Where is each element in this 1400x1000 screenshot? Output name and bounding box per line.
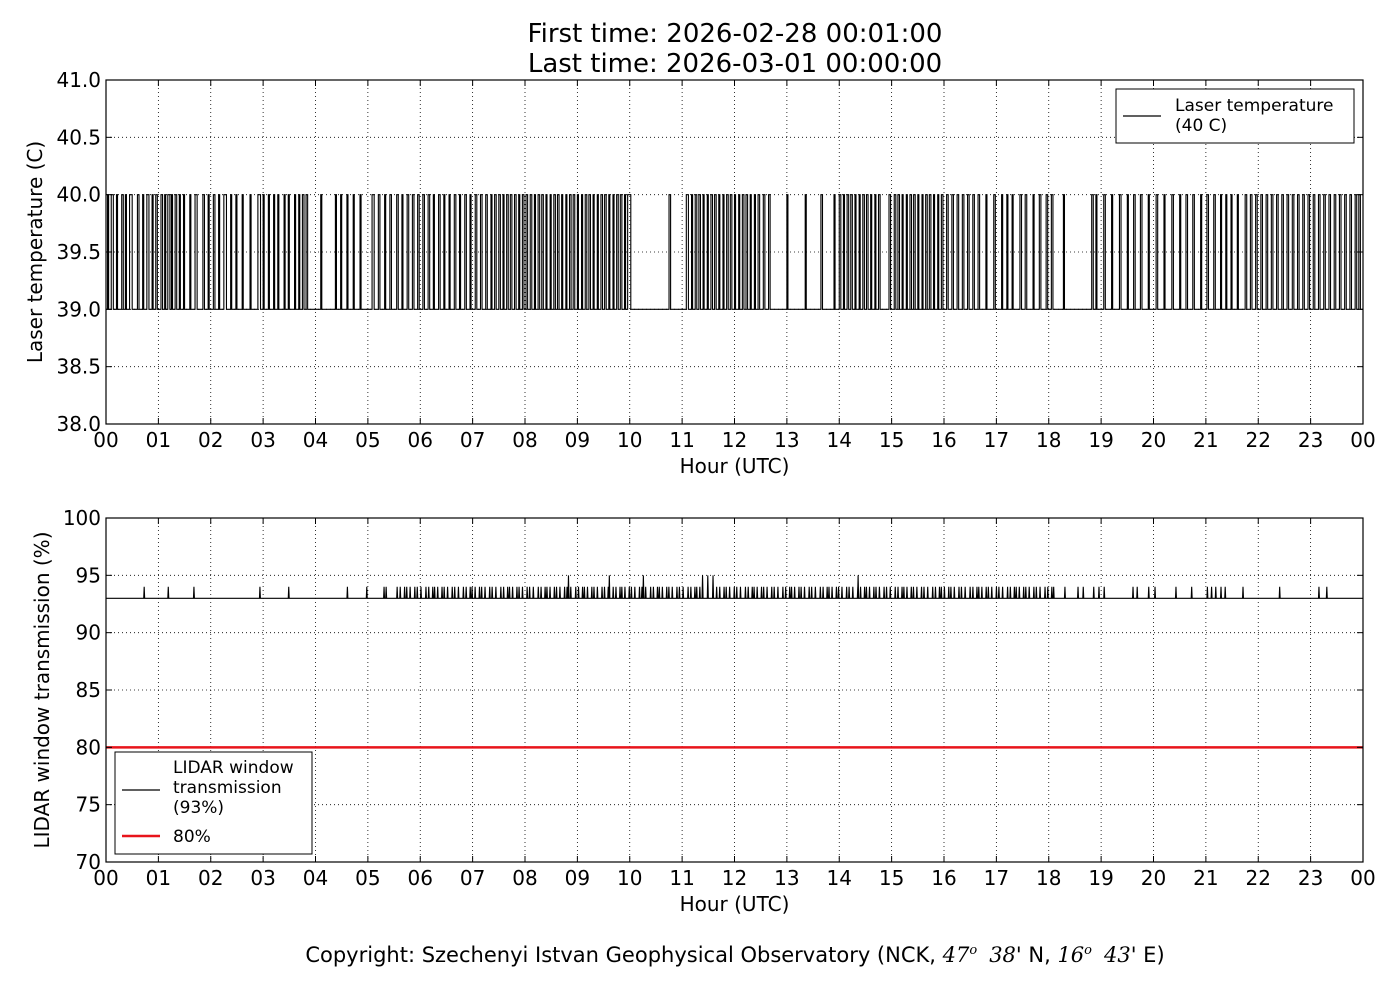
y-tick-label: 100 bbox=[63, 506, 101, 530]
x-tick-label: 10 bbox=[617, 428, 642, 452]
y-tick-label: 40.0 bbox=[56, 183, 101, 207]
x-tick-label: 12 bbox=[722, 866, 747, 890]
x-tick-label: 23 bbox=[1298, 866, 1323, 890]
x-tick-label: 17 bbox=[984, 866, 1009, 890]
latitude-degree-mark: o bbox=[969, 943, 978, 958]
x-tick-label: 07 bbox=[460, 866, 485, 890]
y-tick-label: 70 bbox=[76, 850, 101, 874]
x-tick-label: 06 bbox=[408, 428, 433, 452]
longitude-hemisphere: ' E) bbox=[1130, 943, 1165, 967]
copyright-footer: Copyright: Szechenyi Istvan Geophysical … bbox=[0, 938, 1400, 968]
y-tick-label: 95 bbox=[76, 563, 101, 587]
x-tick-label: 15 bbox=[879, 428, 904, 452]
x-tick-label: 16 bbox=[931, 866, 956, 890]
x-tick-label: 02 bbox=[198, 428, 223, 452]
x-tick-label: 23 bbox=[1298, 428, 1323, 452]
y-tick-label: 38.0 bbox=[56, 412, 101, 436]
latitude-degrees: 47 bbox=[942, 943, 970, 967]
x-tick-label: 17 bbox=[984, 428, 1009, 452]
x-tick-label: 21 bbox=[1193, 428, 1218, 452]
x-tick-label: 09 bbox=[565, 866, 590, 890]
longitude-minutes: 43 bbox=[1104, 943, 1131, 967]
x-tick-label: 08 bbox=[512, 428, 537, 452]
x-axis-label: Hour (UTC) bbox=[680, 892, 790, 916]
x-tick-label: 04 bbox=[303, 428, 328, 452]
legend-label-laser: Laser temperature bbox=[1175, 96, 1333, 116]
legend-label-lidar: transmission bbox=[173, 778, 282, 798]
x-tick-label: 08 bbox=[512, 866, 537, 890]
x-tick-label: 12 bbox=[722, 428, 747, 452]
legend-label-laser: (40 C) bbox=[1175, 116, 1227, 136]
longitude-degrees: 16 bbox=[1057, 943, 1085, 967]
x-tick-label: 19 bbox=[1088, 866, 1113, 890]
latitude-hemisphere: ' N, bbox=[1015, 943, 1058, 967]
x-tick-label: 05 bbox=[355, 866, 380, 890]
x-tick-label: 00 bbox=[93, 428, 118, 452]
y-tick-label: 39.5 bbox=[56, 240, 101, 264]
x-tick-label: 00 bbox=[1350, 428, 1375, 452]
x-tick-label: 07 bbox=[460, 428, 485, 452]
laser-temperature-line bbox=[106, 194, 1363, 310]
x-tick-label: 20 bbox=[1141, 866, 1166, 890]
y-tick-label: 41.0 bbox=[56, 68, 101, 92]
x-tick-label: 03 bbox=[250, 428, 275, 452]
x-tick-label: 11 bbox=[669, 866, 694, 890]
x-tick-label: 19 bbox=[1088, 428, 1113, 452]
legend-label-threshold: 80% bbox=[173, 827, 211, 847]
x-tick-label: 04 bbox=[303, 866, 328, 890]
x-axis-label: Hour (UTC) bbox=[680, 454, 790, 478]
y-tick-label: 39.0 bbox=[56, 297, 101, 321]
x-tick-label: 18 bbox=[1036, 428, 1061, 452]
x-tick-label: 18 bbox=[1036, 866, 1061, 890]
longitude-degree-mark: o bbox=[1084, 943, 1092, 958]
chart-panel-2 bbox=[105, 517, 1364, 863]
chart-panel-1 bbox=[105, 79, 1364, 425]
x-tick-label: 21 bbox=[1193, 866, 1218, 890]
y-axis-label: LIDAR window transmission (%) bbox=[30, 532, 54, 849]
x-tick-label: 10 bbox=[617, 866, 642, 890]
x-tick-label: 13 bbox=[774, 428, 799, 452]
first-time-title: First time: 2026-02-28 00:01:00 bbox=[527, 19, 943, 49]
legend-label-lidar: LIDAR window bbox=[173, 758, 294, 778]
x-tick-label: 00 bbox=[1350, 866, 1375, 890]
y-tick-label: 90 bbox=[76, 621, 101, 645]
legend-box bbox=[114, 751, 313, 855]
x-tick-label: 09 bbox=[565, 428, 590, 452]
x-tick-label: 14 bbox=[827, 866, 852, 890]
last-time-title: Last time: 2026-03-01 00:00:00 bbox=[527, 49, 943, 79]
y-tick-label: 75 bbox=[76, 793, 101, 817]
legend-label-lidar: (93%) bbox=[173, 798, 224, 818]
y-tick-label: 80 bbox=[76, 735, 101, 759]
x-tick-label: 22 bbox=[1246, 428, 1271, 452]
x-tick-label: 00 bbox=[93, 866, 118, 890]
copyright-text: Copyright: Szechenyi Istvan Geophysical … bbox=[305, 943, 943, 967]
x-tick-label: 22 bbox=[1246, 866, 1271, 890]
x-tick-label: 01 bbox=[146, 428, 171, 452]
x-tick-label: 15 bbox=[879, 866, 904, 890]
lidar-transmission-line bbox=[106, 575, 1363, 599]
x-tick-label: 03 bbox=[250, 866, 275, 890]
x-tick-label: 05 bbox=[355, 428, 380, 452]
x-tick-label: 06 bbox=[408, 866, 433, 890]
latitude-minutes: 38 bbox=[989, 943, 1016, 967]
y-tick-label: 40.5 bbox=[56, 125, 101, 149]
x-tick-label: 20 bbox=[1141, 428, 1166, 452]
x-tick-label: 01 bbox=[146, 866, 171, 890]
y-tick-label: 85 bbox=[76, 678, 101, 702]
y-tick-label: 38.5 bbox=[56, 355, 101, 379]
x-tick-label: 16 bbox=[931, 428, 956, 452]
x-tick-label: 02 bbox=[198, 866, 223, 890]
x-tick-label: 14 bbox=[827, 428, 852, 452]
x-tick-label: 13 bbox=[774, 866, 799, 890]
x-tick-label: 11 bbox=[669, 428, 694, 452]
y-axis-label: Laser temperature (C) bbox=[23, 141, 47, 363]
